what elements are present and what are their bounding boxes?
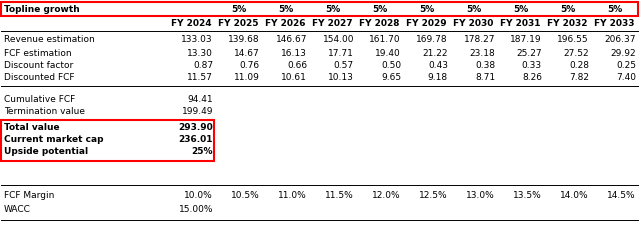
Text: 14.67: 14.67 [234,48,260,58]
Text: 187.19: 187.19 [510,35,542,45]
Text: 5%: 5% [513,4,528,14]
Text: FCF Margin: FCF Margin [4,192,54,201]
Text: 7.82: 7.82 [569,72,589,82]
Text: 16.13: 16.13 [281,48,307,58]
Text: 178.27: 178.27 [463,35,495,45]
Text: 5%: 5% [231,4,246,14]
Text: 169.78: 169.78 [417,35,448,45]
Text: 94.41: 94.41 [188,96,213,104]
Text: 25.27: 25.27 [516,48,542,58]
Text: 5%: 5% [325,4,340,14]
Text: Cumulative FCF: Cumulative FCF [4,96,76,104]
Text: 11.5%: 11.5% [325,192,354,201]
Text: Topline growth: Topline growth [4,4,80,14]
Text: FY 2033: FY 2033 [595,19,635,28]
Text: 27.52: 27.52 [563,48,589,58]
Text: 29.92: 29.92 [611,48,636,58]
Text: 10.5%: 10.5% [231,192,260,201]
Text: 5%: 5% [278,4,293,14]
Text: 5%: 5% [607,4,622,14]
Text: 0.76: 0.76 [240,61,260,69]
Text: 13.30: 13.30 [187,48,213,58]
Text: Discount factor: Discount factor [4,61,73,69]
Text: 206.37: 206.37 [605,35,636,45]
Text: FY 2028: FY 2028 [359,19,400,28]
Text: 5%: 5% [372,4,387,14]
Bar [1,2,638,16]
Text: 25%: 25% [191,147,213,157]
Text: 14.0%: 14.0% [561,192,589,201]
Text: 293.90: 293.90 [179,123,213,133]
Text: Total value: Total value [4,123,60,133]
Text: 0.66: 0.66 [287,61,307,69]
Text: 10.13: 10.13 [328,72,354,82]
Text: FY 2026: FY 2026 [265,19,306,28]
Text: 0.28: 0.28 [569,61,589,69]
Text: 196.55: 196.55 [557,35,589,45]
Text: 9.18: 9.18 [428,72,448,82]
Text: FY 2029: FY 2029 [406,19,447,28]
Text: 10.61: 10.61 [281,72,307,82]
Text: 7.40: 7.40 [616,72,636,82]
Text: FY 2024: FY 2024 [171,19,212,28]
Text: Termination value: Termination value [4,107,85,116]
Text: 139.68: 139.68 [228,35,260,45]
Text: Current market cap: Current market cap [4,136,104,144]
Text: 199.49: 199.49 [182,107,213,116]
Text: 13.0%: 13.0% [467,192,495,201]
Text: FY 2030: FY 2030 [453,19,493,28]
Text: 0.87: 0.87 [193,61,213,69]
Text: Discounted FCF: Discounted FCF [4,72,74,82]
Text: 8.71: 8.71 [475,72,495,82]
Text: 11.09: 11.09 [234,72,260,82]
Text: 0.33: 0.33 [522,61,542,69]
Text: 236.01: 236.01 [179,136,213,144]
Text: 9.65: 9.65 [381,72,401,82]
Text: 17.71: 17.71 [328,48,354,58]
Text: FY 2025: FY 2025 [218,19,259,28]
Text: 10.0%: 10.0% [184,192,213,201]
Text: 19.40: 19.40 [375,48,401,58]
Text: WACC: WACC [4,205,31,213]
Text: 146.67: 146.67 [275,35,307,45]
Text: 161.70: 161.70 [369,35,401,45]
Text: 0.25: 0.25 [616,61,636,69]
Text: 23.18: 23.18 [469,48,495,58]
Text: 5%: 5% [560,4,575,14]
Text: 0.57: 0.57 [334,61,354,69]
Text: 12.0%: 12.0% [372,192,401,201]
Text: 14.5%: 14.5% [607,192,636,201]
Text: Revenue estimation: Revenue estimation [4,35,95,45]
Text: 5%: 5% [419,4,434,14]
Bar [1,120,214,161]
Text: FY 2031: FY 2031 [500,19,541,28]
Text: 11.0%: 11.0% [278,192,307,201]
Text: 154.00: 154.00 [323,35,354,45]
Text: Upside potential: Upside potential [4,147,88,157]
Text: 133.03: 133.03 [181,35,213,45]
Text: FY 2027: FY 2027 [312,19,353,28]
Text: 8.26: 8.26 [522,72,542,82]
Text: 15.00%: 15.00% [179,205,213,213]
Text: FCF estimation: FCF estimation [4,48,72,58]
Text: 11.57: 11.57 [187,72,213,82]
Text: FY 2032: FY 2032 [547,19,588,28]
Text: 0.38: 0.38 [475,61,495,69]
Text: 0.50: 0.50 [381,61,401,69]
Text: 12.5%: 12.5% [419,192,448,201]
Text: 21.22: 21.22 [422,48,448,58]
Text: 0.43: 0.43 [428,61,448,69]
Text: 5%: 5% [466,4,481,14]
Text: 13.5%: 13.5% [513,192,542,201]
